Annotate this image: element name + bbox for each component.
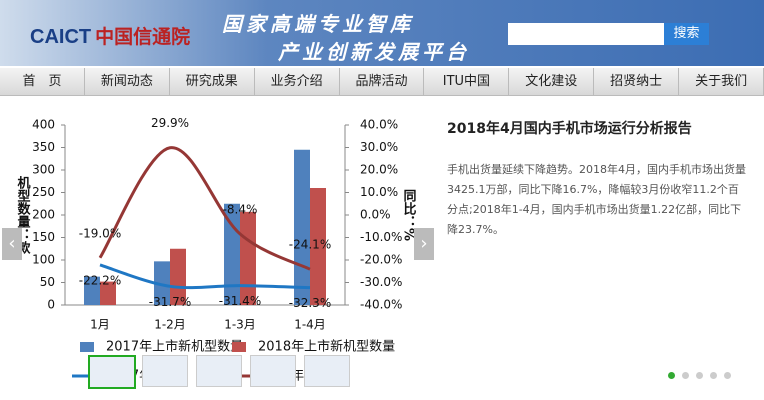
y-tick-label: 100 (32, 253, 55, 267)
nav-item[interactable]: 文化建设 (509, 68, 595, 95)
slide-dot[interactable] (696, 372, 703, 379)
nav-item[interactable]: 首 页 (0, 68, 85, 95)
data-label: -8.4% (223, 202, 258, 216)
legend-label: 2018年上市新机型数量 (258, 339, 395, 355)
slide-dot[interactable] (682, 372, 689, 379)
y-tick-label: 200 (32, 208, 55, 222)
nav-item[interactable]: 招贤纳士 (594, 68, 680, 95)
slide-dot[interactable] (668, 372, 675, 379)
slogan: 国家高端专业智库 (222, 12, 414, 36)
search-button[interactable]: 搜索 (664, 23, 709, 45)
logo-en: CAICT (30, 26, 92, 48)
data-label: -19.0% (79, 226, 121, 240)
bar (100, 281, 116, 305)
prev-arrow[interactable]: ‹ (2, 228, 22, 260)
y-tick-label: 250 (32, 185, 55, 199)
nav-bar: 首 页新闻动态 研究成果 业务介绍 品牌活动 ITU中国 文化建设 招贤纳士 关于我们 (0, 68, 764, 96)
slide-dot[interactable] (710, 372, 717, 379)
y2-tick-label: 0.0% (360, 208, 391, 222)
y-tick-label: 300 (32, 163, 55, 177)
y2-tick-label: -30.0% (360, 275, 402, 289)
slogan: 产业创新发展平台 (278, 40, 470, 64)
nav-item[interactable]: ITU中国 (424, 68, 510, 95)
search-input[interactable] (508, 23, 664, 45)
thumbnail[interactable] (250, 355, 296, 387)
bar (84, 276, 100, 305)
article-summary: 手机出货量延续下降趋势。2018年4月，国内手机市场出货量3425.1万部，同比… (447, 163, 746, 236)
line (98, 146, 311, 271)
next-arrow[interactable]: › (414, 228, 434, 260)
y-tick-label: 150 (32, 230, 55, 244)
y2-tick-label: -40.0% (360, 298, 402, 312)
legend-swatch (80, 342, 94, 352)
y2-tick-label: 30.0% (360, 140, 398, 154)
thumbnail[interactable] (142, 355, 188, 387)
nav-item[interactable]: 新闻动态 (85, 68, 170, 95)
line (99, 263, 311, 290)
bar (170, 248, 186, 305)
x-tick-label: 1月 (90, 318, 110, 332)
data-label: -32.3% (289, 296, 331, 310)
y-tick-label: 50 (40, 275, 55, 289)
data-label: -22.2% (79, 273, 121, 287)
y2-tick-label: 20.0% (360, 163, 398, 177)
legend-label: 2017年上市新机型数量 (106, 339, 243, 355)
slide-dot[interactable] (724, 372, 731, 379)
thumbnail[interactable] (196, 355, 242, 387)
y-tick-label: 400 (32, 118, 55, 132)
x-tick-label: 1-2月 (154, 318, 186, 332)
nav-item[interactable]: 业务介绍 (255, 68, 340, 95)
y-tick-label: 350 (32, 140, 55, 154)
thumbnail[interactable] (304, 355, 350, 387)
y2-tick-label: -20.0% (360, 253, 402, 267)
x-tick-label: 1-3月 (224, 318, 256, 332)
data-label: -31.7% (149, 295, 191, 309)
y2-tick-label: 40.0% (360, 118, 398, 132)
logo[interactable]: CAICT 中国信通院 (30, 22, 190, 49)
bar (240, 211, 256, 305)
data-label: -31.4% (219, 294, 261, 308)
y-tick-label: 0 (47, 298, 55, 312)
x-tick-label: 1-4月 (294, 318, 326, 332)
bar (154, 261, 170, 305)
y2-tick-label: -10.0% (360, 230, 402, 244)
header: CAICT 中国信通院 国家高端专业智库 产业创新发展平台 搜索 (0, 0, 764, 66)
y2-axis-label: 同比：% (401, 189, 417, 241)
thumbnail[interactable] (88, 355, 136, 389)
bar (294, 149, 310, 305)
data-label: -24.1% (289, 238, 331, 252)
nav-item[interactable]: 品牌活动 (340, 68, 425, 95)
bar (310, 188, 326, 305)
article-title[interactable]: 2018年4月国内手机市场运行分析报告 (447, 121, 692, 137)
data-label: 29.9% (151, 116, 189, 130)
logo-cn: 中国信通院 (95, 27, 191, 48)
y2-tick-label: 10.0% (360, 185, 398, 199)
legend-swatch (232, 342, 246, 352)
nav-item[interactable]: 研究成果 (170, 68, 255, 95)
